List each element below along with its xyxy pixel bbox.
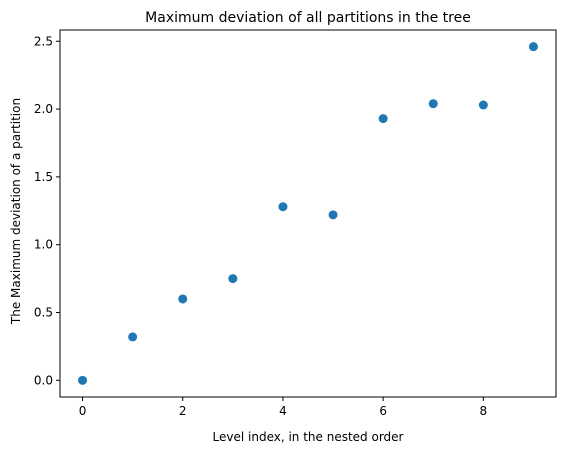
y-tick-label: 1.0 — [34, 238, 53, 252]
data-point — [228, 274, 238, 284]
y-tick-label: 0.0 — [34, 373, 53, 387]
x-axis-ticks: 0 2 4 6 8 — [79, 397, 487, 418]
data-point — [328, 210, 338, 220]
data-point — [278, 202, 288, 212]
x-tick-label: 0 — [79, 404, 87, 418]
x-tick-label: 2 — [179, 404, 187, 418]
y-tick-label: 0.5 — [34, 306, 53, 320]
x-tick-label: 6 — [379, 404, 387, 418]
x-tick-label: 4 — [279, 404, 287, 418]
x-tick-label: 8 — [480, 404, 488, 418]
data-points — [78, 42, 538, 385]
y-tick-label: 2.0 — [34, 102, 53, 116]
data-point — [528, 42, 538, 52]
y-tick-label: 2.5 — [34, 34, 53, 48]
data-point — [428, 99, 438, 109]
axes-frame — [59, 29, 557, 398]
data-point — [78, 375, 88, 385]
chart-title: Maximum deviation of all partitions in t… — [145, 10, 471, 26]
data-point — [128, 332, 138, 342]
x-axis-label: Level index, in the nested order — [213, 430, 404, 444]
data-point — [378, 114, 388, 124]
y-axis-label: The Maximum deviation of a partition — [9, 98, 23, 325]
y-axis-ticks: 0.0 0.5 1.0 1.5 2.0 2.5 — [34, 34, 60, 387]
data-point — [178, 294, 188, 304]
y-tick-label: 1.5 — [34, 170, 53, 184]
data-point — [478, 100, 488, 110]
